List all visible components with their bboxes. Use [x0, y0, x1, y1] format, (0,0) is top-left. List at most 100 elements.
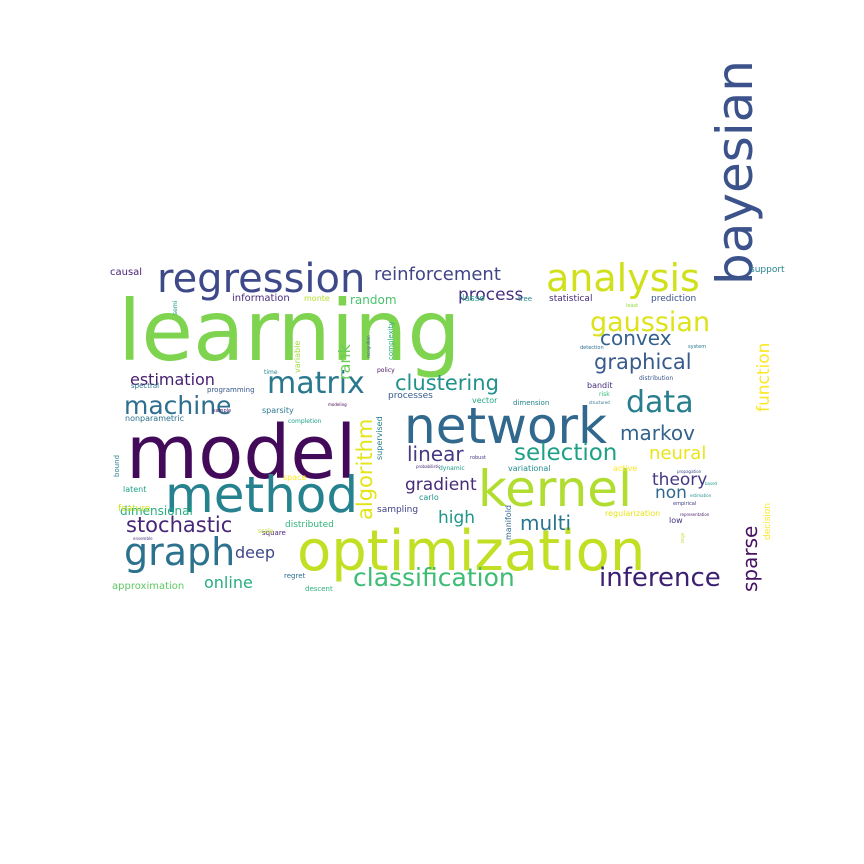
- word-88: completion: [288, 418, 322, 425]
- word-57: feature: [118, 504, 151, 514]
- word-70: square: [262, 529, 286, 537]
- word-74: policy: [377, 367, 395, 374]
- word-68: complexity: [387, 322, 395, 361]
- word-66: programming: [207, 386, 255, 394]
- word-10: classification: [353, 563, 515, 592]
- word-76: semi: [172, 300, 179, 315]
- word-81: risk: [599, 391, 610, 398]
- word-98: estimation: [690, 493, 712, 498]
- word-55: manifold: [504, 505, 513, 540]
- word-8: analysis: [546, 256, 700, 300]
- word-43: decision: [763, 503, 773, 540]
- word-5: method: [165, 466, 358, 524]
- word-14: gaussian: [590, 307, 710, 338]
- word-39: random: [350, 293, 397, 307]
- word-36: online: [204, 573, 253, 592]
- word-52: bandit: [587, 381, 613, 390]
- word-84: empirical: [673, 501, 696, 507]
- word-72: descent: [305, 585, 333, 593]
- word-12: inference: [599, 563, 721, 593]
- word-54: active: [613, 464, 637, 473]
- word-67: spectral: [131, 382, 159, 390]
- word-26: function: [754, 343, 774, 412]
- word-62: sparsity: [262, 406, 294, 415]
- word-40: causal: [110, 267, 142, 278]
- word-91: large: [680, 532, 685, 543]
- word-17: selection: [514, 440, 617, 466]
- word-99: based: [705, 481, 718, 486]
- word-28: multi: [520, 511, 571, 535]
- word-61: regularization: [605, 509, 660, 518]
- word-4: network: [404, 397, 607, 455]
- word-56: supervised: [375, 416, 384, 460]
- word-34: high: [438, 508, 475, 528]
- word-29: gradient: [405, 475, 477, 495]
- word-94: detection: [580, 345, 604, 351]
- word-0: learning: [118, 282, 461, 380]
- word-58: latent: [123, 485, 146, 494]
- word-32: estimation: [130, 370, 215, 389]
- word-37: rank: [335, 343, 354, 380]
- word-42: approximation: [112, 581, 184, 592]
- word-90: ensemble: [133, 536, 153, 541]
- word-22: markov: [620, 421, 695, 445]
- word-59: space: [283, 473, 307, 482]
- word-86: scale: [258, 528, 274, 535]
- word-16: clustering: [395, 371, 499, 395]
- word-19: stochastic: [126, 513, 232, 537]
- word-30: process: [458, 285, 523, 305]
- word-44: support: [750, 265, 785, 275]
- word-23: linear: [407, 442, 464, 466]
- word-1: model: [126, 410, 356, 496]
- word-31: theory: [652, 470, 707, 490]
- word-46: statistical: [549, 294, 592, 304]
- word-96: propagation: [677, 469, 702, 474]
- word-13: matrix: [267, 366, 365, 401]
- word-53: variational: [508, 464, 551, 473]
- word-77: bound: [113, 455, 121, 477]
- word-87: sample: [213, 408, 231, 414]
- word-71: regret: [284, 572, 306, 580]
- word-97: representation: [680, 512, 710, 517]
- word-9: graph: [124, 530, 235, 574]
- word-75: time: [264, 369, 278, 376]
- word-25: sparse: [738, 526, 762, 592]
- word-47: distributed: [285, 520, 334, 530]
- word-21: convex: [600, 326, 672, 350]
- word-92: modeling: [328, 402, 347, 407]
- word-18: graphical: [594, 350, 692, 374]
- word-95: recognition: [366, 335, 371, 358]
- word-20: reinforcement: [374, 264, 501, 285]
- word-7: regression: [157, 256, 365, 302]
- word-49: lasso: [462, 294, 485, 304]
- word-38: dimensional: [120, 504, 193, 518]
- word-6: kernel: [478, 460, 632, 518]
- word-50: monte: [304, 294, 330, 303]
- word-35: deep: [235, 543, 275, 562]
- word-3: bayesian: [706, 60, 764, 285]
- word-79: dynamic: [439, 465, 465, 472]
- word-48: sampling: [377, 505, 418, 515]
- word-65: vector: [472, 396, 498, 405]
- word-2: optimization: [297, 519, 645, 584]
- word-69: variable: [293, 341, 302, 373]
- word-51: carlo: [419, 493, 439, 502]
- word-27: neural: [649, 443, 706, 464]
- word-45: prediction: [651, 294, 696, 304]
- word-73: tree: [518, 295, 532, 303]
- word-85: least: [626, 303, 638, 309]
- word-89: probabilistic: [416, 464, 440, 469]
- word-78: dimension: [513, 399, 549, 407]
- word-11: data: [626, 385, 694, 420]
- word-83: system: [688, 344, 706, 350]
- word-93: structured: [589, 400, 610, 405]
- word-60: low: [669, 516, 683, 525]
- word-41: information: [232, 293, 290, 304]
- word-24: algorithm: [353, 419, 377, 520]
- word-63: nonparametric: [125, 414, 184, 423]
- word-64: processes: [388, 391, 433, 401]
- word-82: distribution: [639, 375, 673, 382]
- word-80: robust: [470, 455, 486, 461]
